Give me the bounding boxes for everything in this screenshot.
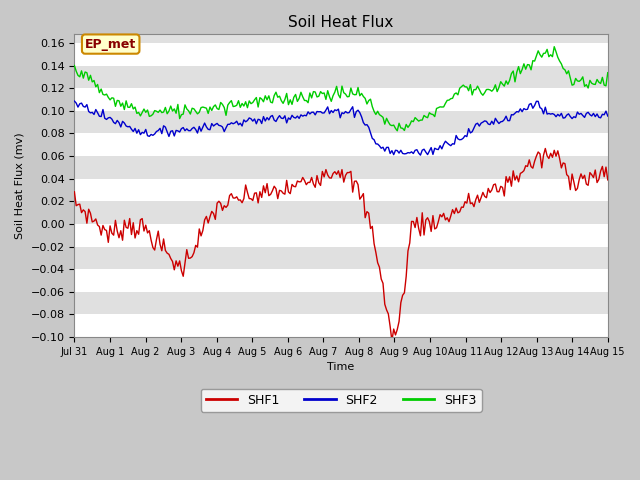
Bar xyxy=(74,202,608,224)
Title: Soil Heat Flux: Soil Heat Flux xyxy=(289,15,394,30)
Bar xyxy=(74,179,608,202)
Legend: SHF1, SHF2, SHF3: SHF1, SHF2, SHF3 xyxy=(200,389,481,412)
Bar xyxy=(74,269,608,292)
Bar xyxy=(74,247,608,269)
X-axis label: Time: Time xyxy=(328,362,355,372)
Bar xyxy=(74,156,608,179)
Bar xyxy=(74,133,608,156)
Bar xyxy=(74,66,608,88)
Text: EP_met: EP_met xyxy=(85,37,136,50)
Bar xyxy=(74,314,608,337)
Bar xyxy=(74,88,608,111)
Y-axis label: Soil Heat Flux (mv): Soil Heat Flux (mv) xyxy=(15,132,25,239)
Bar xyxy=(74,43,608,66)
Bar xyxy=(74,111,608,133)
Bar xyxy=(74,224,608,247)
Bar xyxy=(74,292,608,314)
